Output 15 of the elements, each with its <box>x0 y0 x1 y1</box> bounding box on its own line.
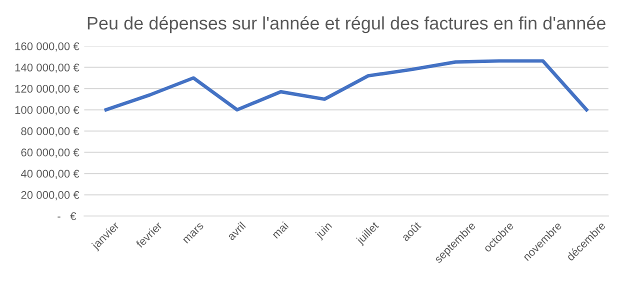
x-tick-label: avril <box>226 221 246 241</box>
x-tick-label: août <box>400 220 422 242</box>
y-tick-label: 160 000,00 € <box>15 42 80 52</box>
y-tick-label: 140 000,00 € <box>15 64 80 73</box>
x-tick-label: mai <box>271 221 289 239</box>
y-tick-label: 20 000,00 € <box>21 191 80 200</box>
y-tick-label: 100 000,00 € <box>15 106 80 116</box>
y-tick-label: - € <box>58 212 76 220</box>
y-tick-label: 120 000,00 € <box>15 84 80 94</box>
line-series <box>104 59 588 112</box>
chart-title: Peu de dépenses sur l'année et régul des factures en fin d'année <box>88 16 606 34</box>
y-tick-label: 60 000,00 € <box>21 148 80 158</box>
x-tick-label: juin <box>314 221 334 241</box>
y-tick-label: 80 000,00 € <box>21 127 80 136</box>
y-tick-label: 40 000,00 € <box>20 170 80 179</box>
